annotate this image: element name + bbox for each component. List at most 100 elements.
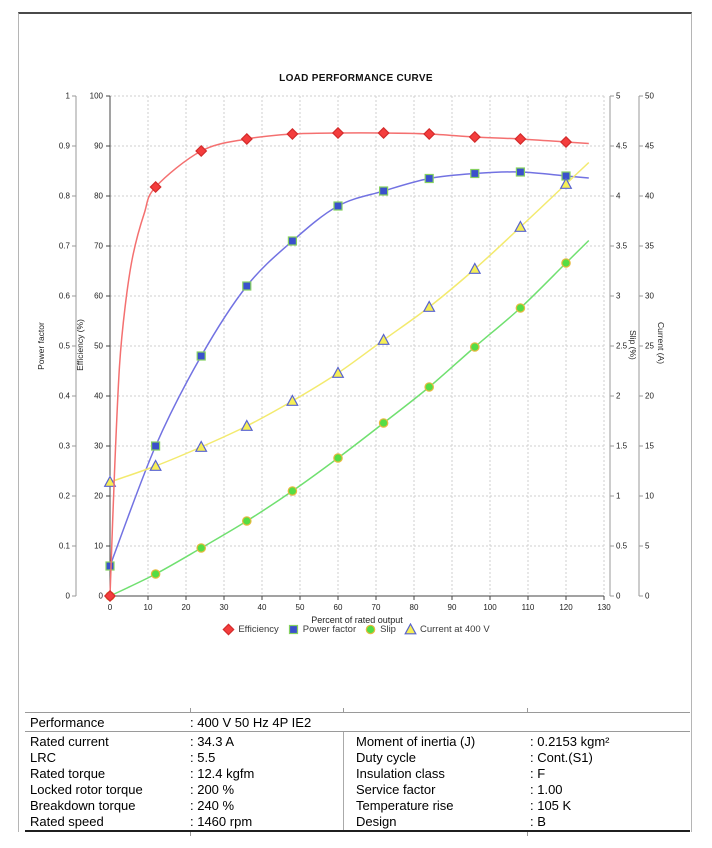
axis-tick-label: 100 (483, 603, 497, 612)
spec-label: Rated current (30, 733, 109, 749)
table-row: Duty cycle : Cont.(S1) (344, 749, 690, 765)
spec-table: Performance : 400 V 50 Hz 4P IE2 Rated c… (25, 708, 690, 836)
axis-tick-label: 0.1 (59, 542, 71, 551)
column-tick (527, 832, 528, 836)
data-point-power_factor (333, 201, 343, 211)
data-point-current (514, 220, 527, 232)
data-point-slip (424, 382, 434, 392)
axis-tick-label: 40 (94, 392, 103, 401)
table-row: Temperature rise : 105 K (344, 797, 690, 813)
axis-tick-label: 0.6 (59, 292, 71, 301)
data-point-current (240, 419, 254, 431)
load-performance-chart: 0 0.1 0.2 0.3 0.4 0.5 0.6 0.7 0.8 0.9 1 Power facto… (36, 92, 666, 626)
axis-tick-label: 20 (645, 392, 654, 401)
axis-tick-label: 70 (372, 603, 381, 612)
diamond-marker-icon (222, 623, 235, 636)
data-point-power_factor (379, 186, 389, 196)
axis-x: 0 10 20 30 40 50 60 70 80 90 100 110 120 130 Percent o… (108, 596, 611, 625)
data-point-efficiency (423, 127, 436, 141)
axis-tick-label: 25 (645, 342, 654, 351)
data-point-efficiency (468, 130, 481, 144)
grid-lines (110, 95, 605, 596)
data-point-efficiency (514, 132, 527, 146)
spec-label: Insulation class (356, 765, 445, 781)
data-point-current (286, 394, 299, 406)
axis-tick-label: 30 (94, 442, 103, 451)
column-tick (190, 708, 191, 712)
axis-tick-label: 30 (645, 292, 654, 301)
axis-tick-label: 35 (645, 242, 654, 251)
data-point-slip (333, 453, 343, 463)
spec-label: Design (356, 813, 397, 829)
spec-column-right: Moment of inertia (J) : 0.2153 kgm² Duty… (343, 732, 690, 830)
axis-tick-label: 45 (645, 142, 654, 151)
axis-tick-label: 20 (182, 603, 191, 612)
axis-tick-label: 50 (645, 92, 654, 101)
axis-tick-label: 30 (220, 603, 229, 612)
axis-tick-label: 40 (645, 192, 654, 201)
legend-item-power_factor: Power factor (287, 623, 356, 636)
performance-value: : 400 V 50 Hz 4P IE2 (190, 714, 312, 730)
axis-tick-label: 70 (94, 242, 103, 251)
axis-tick-label: 2 (616, 392, 621, 401)
spec-value: : 5.5 (190, 749, 216, 765)
data-point-current (422, 300, 436, 312)
axis-tick-label: 0 (99, 592, 104, 601)
spec-label: Service factor (356, 781, 436, 797)
plot-border (109, 96, 604, 597)
axis-tick-label: 0.7 (59, 242, 71, 251)
axis-tick-label: 4 (616, 192, 621, 201)
spec-value: : 0.2153 kgm² (530, 733, 610, 749)
data-point-slip (287, 486, 298, 496)
legend-label: Power factor (302, 624, 357, 635)
axis-tick-label: 90 (448, 603, 457, 612)
data-point-power_factor (424, 173, 434, 184)
data-point-efficiency (377, 126, 390, 140)
data-point-power_factor (287, 236, 297, 246)
data-point-efficiency (240, 132, 253, 146)
legend-label: Current at 400 V (419, 624, 490, 635)
data-point-efficiency (195, 144, 208, 158)
spec-value: : 1460 rpm (190, 813, 253, 829)
series-power_factor (105, 167, 589, 571)
data-point-efficiency (331, 126, 345, 140)
legend-label: Slip (380, 624, 396, 635)
axis-tick-label: 0.5 (616, 542, 628, 551)
data-point-current (377, 333, 390, 345)
spec-value: : 1.00 (530, 781, 563, 797)
series-line-current (109, 161, 590, 483)
table-row: LRC : 5.5 (25, 749, 343, 765)
axis-tick-label: 130 (597, 603, 611, 612)
axis-tick-label: 3 (616, 292, 621, 301)
axis-tick-label: 20 (94, 492, 103, 501)
axis-tick-label: 100 (90, 92, 104, 101)
axis-tick-label: 0.8 (59, 192, 71, 201)
axis-tick-label: 120 (559, 603, 573, 612)
spec-label: Duty cycle (356, 749, 416, 765)
spec-label: Rated torque (30, 765, 106, 781)
column-tick (527, 708, 528, 712)
axis-tick-label: 15 (645, 442, 654, 451)
axis-tick-label: 0 (645, 592, 650, 601)
data-point-efficiency (103, 589, 117, 603)
spec-value: : 34.3 A (190, 733, 235, 749)
series-current (103, 161, 590, 487)
performance-label: Performance (30, 714, 105, 730)
series-line-efficiency (109, 132, 589, 597)
axis-title-slip: Slip (%) (628, 330, 638, 360)
chart-legend: Efficiency Power factor Slip Current at 400… (0, 623, 712, 636)
axis-tick-label: 10 (94, 542, 103, 551)
triangle-marker-icon (404, 623, 417, 635)
spec-label: Temperature rise (356, 797, 454, 813)
axis-tick-label: 4.5 (616, 142, 628, 151)
data-point-power_factor (515, 167, 526, 177)
table-row: Rated current : 34.3 A (25, 733, 343, 749)
axis-title-current: Current (A) (656, 322, 666, 364)
axis-tick-label: 0 (66, 592, 71, 601)
legend-item-efficiency: Efficiency (222, 623, 279, 636)
axis-tick-label: 1 (616, 492, 621, 501)
data-point-current (559, 177, 573, 189)
axis-tick-label: 40 (258, 603, 267, 612)
spec-value: : 240 % (190, 797, 235, 813)
axis-tick-label: 60 (334, 603, 343, 612)
